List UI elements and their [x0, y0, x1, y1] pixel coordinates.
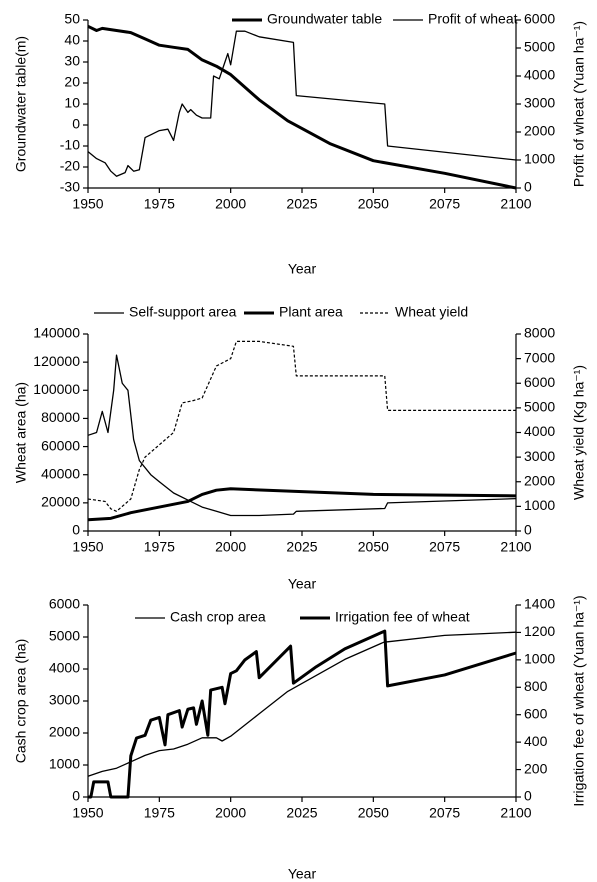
y-tick-label: 80000	[41, 409, 80, 425]
legend-label: Groundwater table	[267, 11, 382, 27]
y-tick-label: 50	[64, 11, 80, 27]
x-tick-label: 2000	[215, 196, 246, 212]
y-tick-label: 4000	[49, 660, 80, 676]
y-tick-label: 20	[64, 74, 80, 90]
x-tick-label: 2050	[358, 805, 389, 821]
y2-tick-label: 400	[524, 733, 548, 749]
y2-tick-label: 6000	[524, 374, 555, 390]
y-tick-label: 30	[64, 53, 80, 69]
data-line	[87, 24, 517, 190]
x-tick-label: 2000	[215, 539, 246, 555]
y2-tick-label: 0	[524, 788, 532, 804]
y-axis-label: Groundwater table(m)	[13, 36, 29, 172]
y2-tick-label: 1000	[524, 497, 555, 513]
y-tick-label: 100000	[33, 381, 80, 397]
data-line	[87, 631, 517, 777]
x-axis-label: Year	[288, 866, 317, 882]
y-tick-label: 40000	[41, 465, 80, 481]
x-tick-label: 2025	[286, 539, 317, 555]
y2-tick-label: 4000	[524, 67, 555, 83]
x-tick-label: 1950	[72, 539, 103, 555]
x-tick-label: 2100	[500, 196, 531, 212]
y-tick-label: 10	[64, 95, 80, 111]
x-tick-label: 2075	[429, 196, 460, 212]
y-tick-label: -10	[60, 137, 80, 153]
y2-tick-label: 800	[524, 678, 548, 694]
y-tick-label: 20000	[41, 494, 80, 510]
x-tick-label: 2075	[429, 539, 460, 555]
y-tick-label: 0	[72, 116, 80, 132]
y2-axis-label: Profit of wheat (Yuan ha⁻¹)	[571, 21, 587, 187]
y2-tick-label: 4000	[524, 423, 555, 439]
data-line	[87, 340, 516, 512]
legend-label: Profit of wheat	[428, 11, 518, 27]
y-tick-label: 0	[72, 788, 80, 804]
x-tick-label: 2100	[500, 805, 531, 821]
x-tick-label: 1950	[72, 196, 103, 212]
y2-axis-label: Wheat yield (Kg ha⁻¹)	[571, 365, 587, 500]
y-tick-label: 6000	[49, 596, 80, 612]
y-axis-label: Cash crop area (ha)	[13, 639, 29, 764]
legend-label: Plant area	[279, 304, 343, 320]
x-tick-label: 1975	[144, 196, 175, 212]
legend-label: Self-support area	[129, 304, 237, 320]
y2-tick-label: 200	[524, 760, 548, 776]
x-tick-label: 2025	[286, 196, 317, 212]
y-tick-label: 1000	[49, 756, 80, 772]
y-tick-label: 2000	[49, 724, 80, 740]
y-tick-label: 60000	[41, 437, 80, 453]
x-tick-label: 2075	[429, 805, 460, 821]
y2-axis-label: Irrigation fee of wheat (Yuan ha⁻¹)	[571, 595, 587, 806]
y-tick-label: 140000	[33, 325, 80, 341]
y2-tick-label: 0	[524, 179, 532, 195]
y2-tick-label: 5000	[524, 399, 555, 415]
y-tick-label: 0	[72, 522, 80, 538]
y-tick-label: -20	[60, 158, 80, 174]
y2-tick-label: 2000	[524, 472, 555, 488]
y2-tick-label: 6000	[524, 11, 555, 27]
y-tick-label: 120000	[33, 353, 80, 369]
y-axis-label: Wheat area (ha)	[13, 382, 29, 483]
data-line	[87, 30, 517, 177]
y2-tick-label: 1400	[524, 596, 555, 612]
legend-label: Irrigation fee of wheat	[335, 609, 470, 625]
legend-label: Cash crop area	[170, 609, 266, 625]
y2-tick-label: 600	[524, 705, 548, 721]
y-tick-label: 40	[64, 32, 80, 48]
x-tick-label: 2000	[215, 805, 246, 821]
y2-tick-label: 0	[524, 522, 532, 538]
y2-tick-label: 7000	[524, 349, 555, 365]
y2-tick-label: 3000	[524, 95, 555, 111]
x-tick-label: 1975	[144, 539, 175, 555]
data-line	[88, 629, 517, 799]
x-axis-label: Year	[288, 576, 317, 592]
x-axis-label: Year	[288, 261, 317, 277]
x-tick-label: 1975	[144, 805, 175, 821]
x-tick-label: 2050	[358, 196, 389, 212]
y2-tick-label: 5000	[524, 39, 555, 55]
y2-tick-label: 1200	[524, 623, 555, 639]
y-tick-label: -30	[60, 179, 80, 195]
x-tick-label: 1950	[72, 805, 103, 821]
y2-tick-label: 1000	[524, 151, 555, 167]
y2-tick-label: 1000	[524, 651, 555, 667]
x-tick-label: 2100	[500, 539, 531, 555]
y-tick-label: 5000	[49, 628, 80, 644]
y2-tick-label: 2000	[524, 123, 555, 139]
data-line	[87, 354, 517, 517]
y2-tick-label: 8000	[524, 325, 555, 341]
x-tick-label: 2025	[286, 805, 317, 821]
y-tick-label: 3000	[49, 692, 80, 708]
x-tick-label: 2050	[358, 539, 389, 555]
data-line	[87, 487, 517, 522]
legend-label: Wheat yield	[395, 304, 468, 320]
y2-tick-label: 3000	[524, 448, 555, 464]
